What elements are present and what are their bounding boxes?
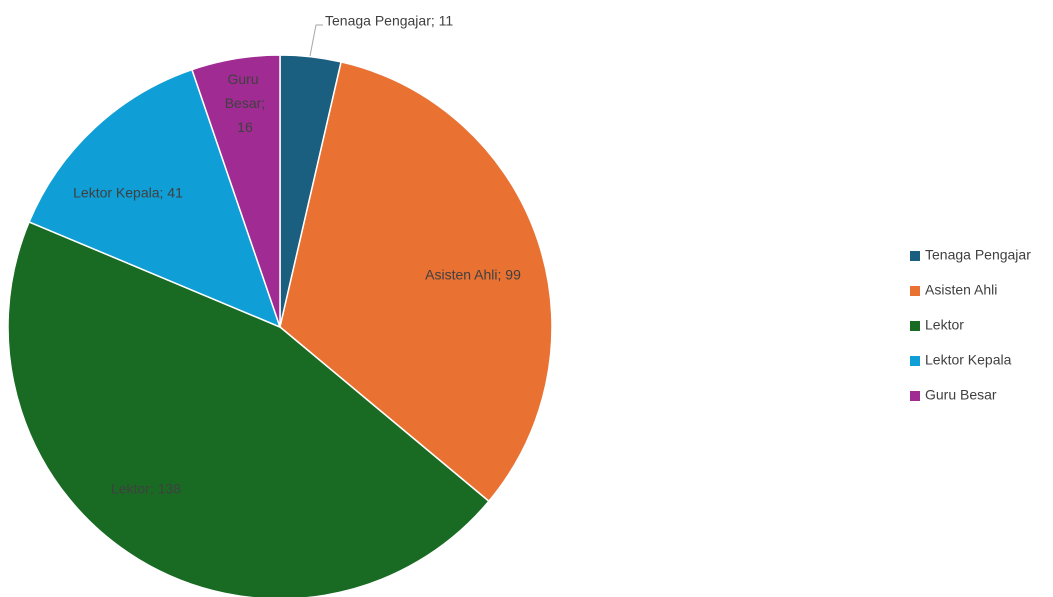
pie bbox=[7, 54, 553, 597]
data-label: Tenaga Pengajar; 11 bbox=[325, 13, 453, 29]
leader-line bbox=[309, 24, 323, 57]
data-label: Lektor Kepala; 41 bbox=[73, 185, 183, 201]
data-label: Guru Besar; 16 bbox=[221, 71, 265, 135]
legend: Tenaga Pengajar Asisten Ahli Lektor Lektor … bbox=[910, 247, 1031, 403]
legend-label: Asisten Ahli bbox=[925, 282, 997, 298]
legend-label: Lektor Kepala bbox=[925, 352, 1012, 368]
legend-label: Lektor bbox=[925, 317, 964, 333]
pie-slice bbox=[279, 61, 553, 503]
data-label: Lektor; 138 bbox=[111, 481, 181, 497]
pie-slice bbox=[28, 68, 282, 329]
data-labels: Tenaga Pengajar; 11 Asisten Ahli; 99 Lekto… bbox=[73, 13, 521, 497]
legend-label: Tenaga Pengajar bbox=[925, 247, 1031, 263]
pie-slice bbox=[191, 54, 281, 328]
legend-label: Guru Besar bbox=[925, 387, 997, 403]
legend-swatch bbox=[910, 356, 920, 366]
data-label: Asisten Ahli; 99 bbox=[425, 267, 521, 283]
legend-swatch bbox=[910, 286, 920, 296]
legend-swatch bbox=[910, 251, 920, 261]
pie-slice bbox=[7, 220, 490, 597]
legend-swatch bbox=[910, 391, 920, 401]
legend-swatch bbox=[910, 321, 920, 331]
